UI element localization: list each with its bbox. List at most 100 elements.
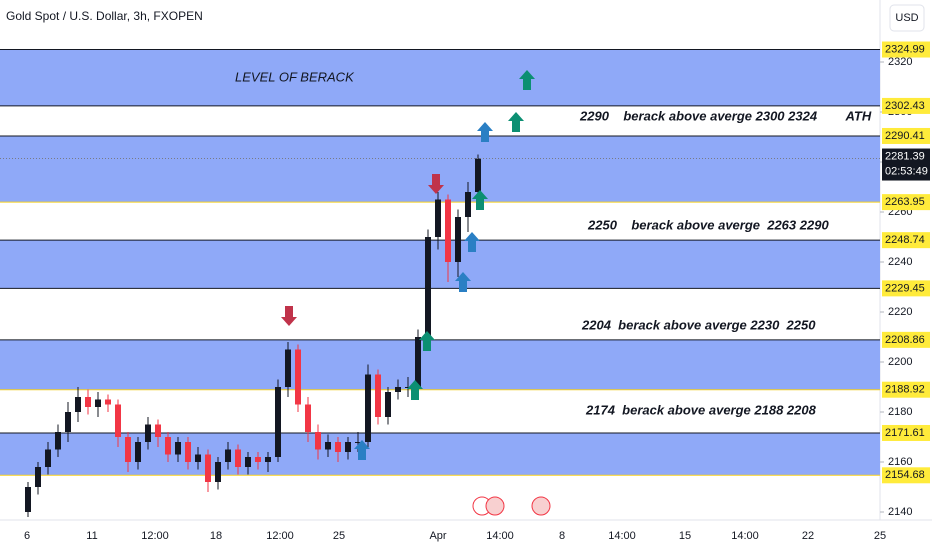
candle-body <box>295 349 301 405</box>
x-tick-label: 6 <box>24 530 30 542</box>
candle-body <box>225 449 231 462</box>
price-label-box <box>882 331 930 348</box>
candle-body <box>55 432 61 450</box>
currency-button[interactable] <box>889 4 925 32</box>
x-tick-label: 14:00 <box>486 530 514 542</box>
y-tick-label: 2320 <box>888 56 912 68</box>
level-zone <box>0 432 880 476</box>
up-arrow <box>477 122 493 142</box>
annotation: 2204 berack above averge 2230 2250 <box>581 317 816 332</box>
y-tick-label: 2200 <box>888 356 912 368</box>
candle-body <box>195 454 201 462</box>
current-price-box <box>882 148 930 181</box>
candle-body <box>305 404 311 432</box>
candle-body <box>395 387 401 392</box>
candle-body <box>165 437 171 455</box>
price-label-box <box>882 280 930 297</box>
candle-body <box>445 199 451 262</box>
up-arrow <box>407 380 423 400</box>
price-label-box <box>882 381 930 398</box>
event-icons <box>472 496 551 516</box>
event-icon[interactable] <box>531 496 551 516</box>
candle-body <box>205 454 211 482</box>
candle-body <box>175 442 181 455</box>
candle-body <box>405 387 411 388</box>
price-label: 2302.43 <box>885 100 925 112</box>
candle-body <box>125 437 131 462</box>
candle-body <box>105 399 111 405</box>
x-tick-label: 25 <box>874 530 886 542</box>
candle-body <box>65 412 71 432</box>
x-tick-label: 18 <box>210 530 222 542</box>
price-label-box <box>882 424 930 441</box>
x-tick-label: 8 <box>559 530 565 542</box>
candle-body <box>75 397 81 412</box>
annotation: 2174 berack above averge 2188 2208 <box>585 402 817 417</box>
candle-body <box>255 457 261 462</box>
price-label: 2324.99 <box>885 43 925 55</box>
candle-body <box>375 374 381 417</box>
price-label: 2248.74 <box>885 234 925 246</box>
down-arrow <box>281 306 297 326</box>
candle-body <box>275 387 281 457</box>
current-price: 2281.39 <box>885 150 925 162</box>
candle-body <box>85 397 91 407</box>
down-arrow <box>428 174 444 194</box>
x-tick-label: 14:00 <box>608 530 636 542</box>
y-tick-label: 2160 <box>888 456 912 468</box>
price-label: 2290.41 <box>885 130 925 142</box>
up-arrow <box>464 232 480 252</box>
up-arrow <box>508 112 524 132</box>
x-tick-label: Apr <box>429 530 446 542</box>
price-label: 2188.92 <box>885 384 925 396</box>
candle-body <box>95 399 101 407</box>
countdown: 02:53:49 <box>885 165 928 177</box>
level-zone <box>0 49 880 106</box>
candle-body <box>235 449 241 467</box>
candle-body <box>335 442 341 452</box>
y-tick-label: 2180 <box>888 406 912 418</box>
price-label-box <box>882 467 930 484</box>
annotation: 2290 berack above averge 2300 2324 ATH <box>579 108 872 123</box>
candle-body <box>25 487 31 512</box>
x-tick-label: 15 <box>679 530 691 542</box>
y-tick-label: 2220 <box>888 306 912 318</box>
candle-body <box>325 442 331 450</box>
candle-body <box>115 404 121 437</box>
up-arrow <box>354 440 370 460</box>
y-tick-label: 2140 <box>888 506 912 518</box>
candle-body <box>315 432 321 450</box>
price-label-box <box>882 194 930 211</box>
candle-body <box>215 462 221 482</box>
up-arrow <box>455 272 471 292</box>
price-label: 2229.45 <box>885 282 925 294</box>
price-label: 2208.86 <box>885 334 925 346</box>
currency-label[interactable]: USD <box>895 12 918 24</box>
candle-body <box>355 442 361 443</box>
candle-body <box>185 442 191 462</box>
candle-body <box>425 237 431 337</box>
up-arrow <box>519 70 535 90</box>
candle-body <box>455 217 461 262</box>
candle-body <box>385 392 391 417</box>
level-zone <box>0 240 880 289</box>
x-tick-label: 11 <box>86 530 97 542</box>
candle-body <box>35 467 41 487</box>
candle-body <box>475 158 481 192</box>
price-label-box <box>882 97 930 114</box>
candle-body <box>45 449 51 467</box>
price-label: 2171.61 <box>885 427 925 439</box>
event-icon[interactable] <box>485 496 505 516</box>
candle-body <box>265 457 271 462</box>
price-label: 2263.95 <box>885 196 925 208</box>
x-tick-label: 22 <box>802 530 814 542</box>
price-label-box <box>882 127 930 144</box>
x-tick-label: 25 <box>333 530 345 542</box>
x-tick-label: 14:00 <box>731 530 759 542</box>
price-label-box <box>882 41 930 58</box>
candle-body <box>415 337 421 387</box>
level-zone <box>0 339 880 390</box>
price-label: 2154.68 <box>885 469 925 481</box>
candle-body <box>345 442 351 452</box>
